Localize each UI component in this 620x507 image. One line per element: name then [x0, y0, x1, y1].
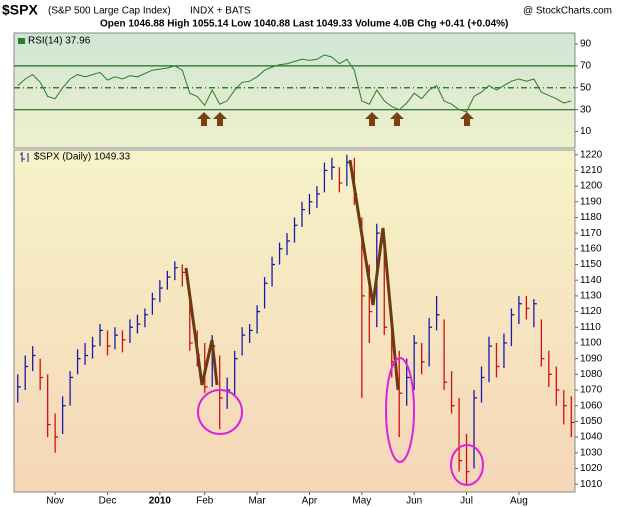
y-tick-label: 1160 [580, 243, 602, 254]
x-tick-label: Nov [46, 496, 64, 507]
y-tick-label: 1030 [580, 447, 603, 458]
arrows [197, 112, 474, 126]
x-tick-label: May [352, 496, 371, 507]
y-tick-label: 1110 [580, 322, 601, 333]
y-tick-label: 1130 [580, 291, 602, 302]
x-tick-label: Aug [510, 496, 528, 507]
y-tick-label: 1170 [580, 228, 602, 239]
rsi-panel [13, 32, 576, 149]
y-tick-label: 1060 [580, 400, 603, 411]
x-tick-label: Mar [248, 496, 266, 507]
brand: @ StockCharts.com [523, 6, 612, 17]
arrow [390, 112, 404, 126]
rsi-line [17, 54, 572, 113]
highlight-circle [385, 357, 415, 463]
x-tick-label: Jun [406, 496, 422, 507]
y-tick-label: 1150 [580, 259, 602, 270]
x-tick-label: Dec [99, 496, 117, 507]
arrow [365, 112, 379, 126]
y-tick-label: 10 [580, 126, 592, 137]
x-tick-label: 2010 [149, 496, 172, 507]
highlight-circle [197, 389, 243, 435]
y-tick-label: 50 [580, 82, 592, 93]
y-tick-label: 1180 [580, 212, 602, 223]
legend-icon [20, 152, 29, 162]
panel-title: $SPX (Daily) 1049.33 [34, 152, 131, 163]
y-tick-label: 90 [580, 39, 592, 50]
y-tick-label: 1100 [580, 338, 602, 349]
y-tick-label: 1190 [580, 196, 602, 207]
exchange: INDX + BATS [190, 6, 251, 17]
y-tick-label: 1140 [580, 275, 602, 286]
y-tick-label: 1210 [580, 165, 603, 176]
highlight-circle [450, 444, 484, 486]
y-tick-label: 30 [580, 104, 592, 115]
y-tick-label: 70 [580, 60, 592, 71]
y-tick-label: 1020 [580, 463, 603, 474]
index-name: (S&P 500 Large Cap Index) [48, 6, 171, 17]
y-tick-label: 1200 [580, 181, 603, 192]
y-tick-label: 1220 [580, 149, 603, 160]
arrow [460, 112, 474, 126]
y-tick-label: 1040 [580, 432, 603, 443]
y-tick-label: 1080 [580, 369, 603, 380]
annotations [184, 159, 484, 486]
arrow [197, 112, 211, 126]
y-tick-label: 1120 [580, 306, 602, 317]
x-tick-label: Feb [196, 496, 214, 507]
y-tick-label: 1050 [580, 416, 603, 427]
trend-line [184, 267, 219, 386]
y-tick-label: 1090 [580, 353, 603, 364]
legend-swatch [18, 38, 25, 44]
symbol: $SPX [2, 2, 38, 18]
x-tick-label: Apr [302, 496, 318, 507]
panel-title: RSI(14) 37.96 [28, 36, 91, 47]
y-tick-label: 1070 [580, 385, 603, 396]
stats: Open 1046.88 High 1055.14 Low 1040.88 La… [100, 19, 508, 30]
y-tick-label: 1010 [580, 479, 603, 490]
x-tick-label: Jul [460, 496, 473, 507]
arrow [213, 112, 227, 126]
trend-line [348, 159, 400, 391]
price-panel [13, 149, 576, 493]
